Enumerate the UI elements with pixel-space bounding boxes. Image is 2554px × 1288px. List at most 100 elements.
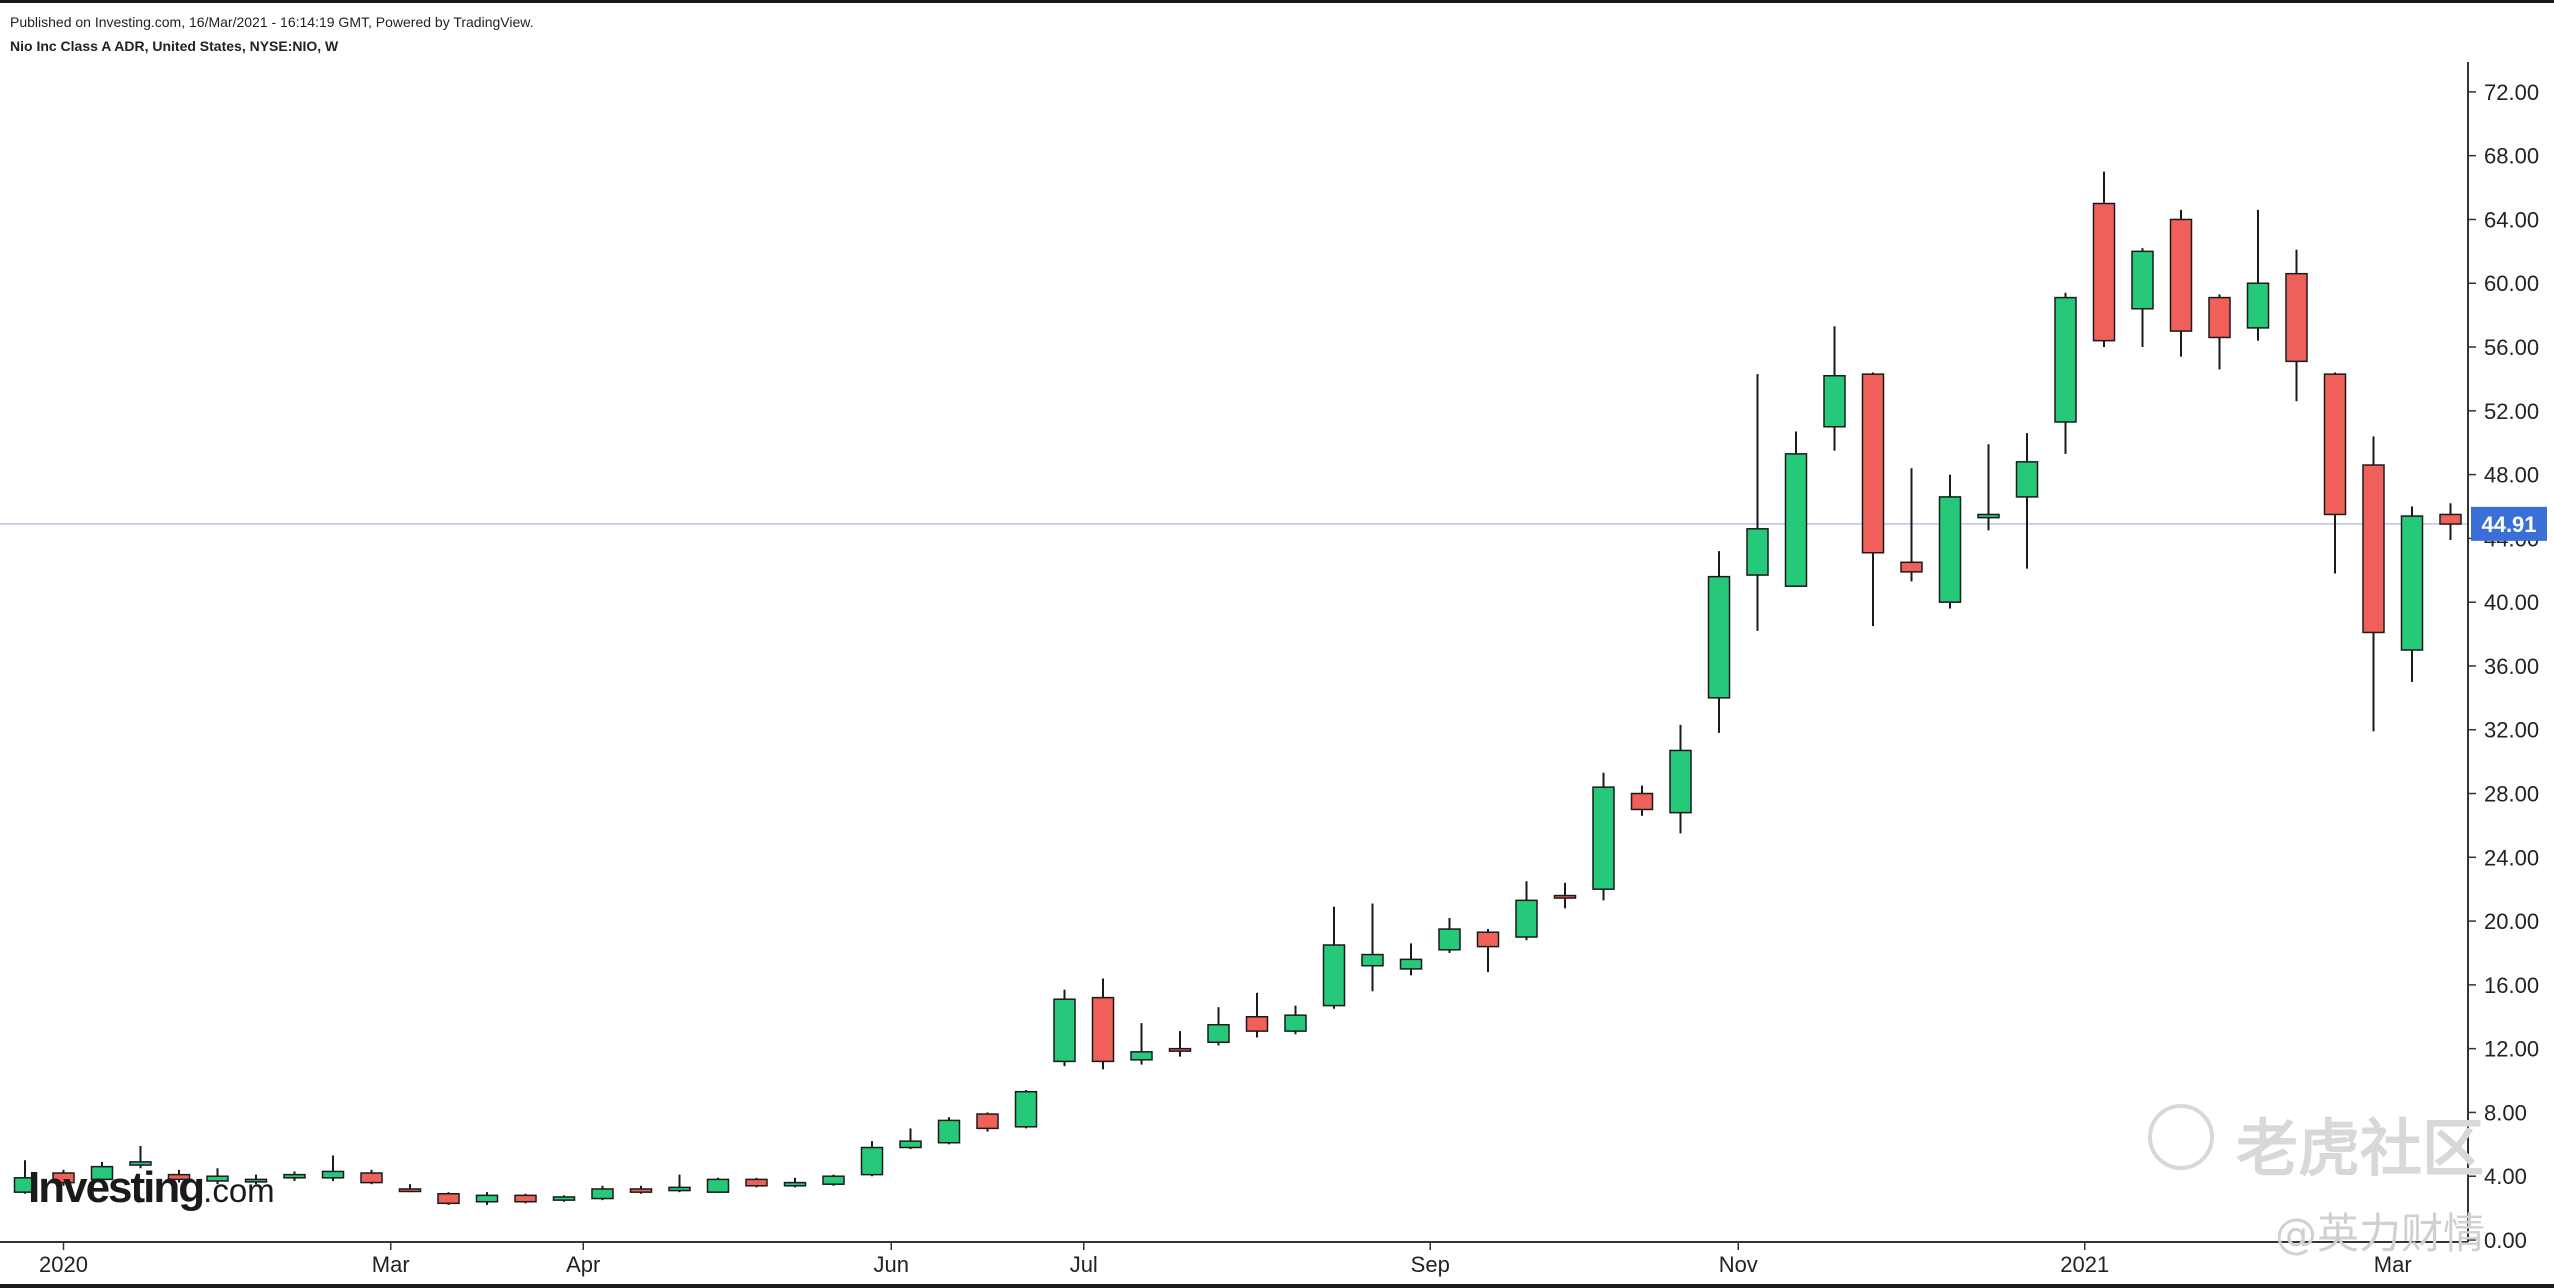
- price-tick-label: 24.00: [2484, 845, 2539, 870]
- time-tick-label: Mar: [2374, 1252, 2412, 1277]
- candle-body: [52, 1172, 75, 1184]
- candle-body: [475, 1194, 499, 1203]
- candle: [937, 1117, 961, 1145]
- candle: [2131, 248, 2154, 348]
- candle: [475, 1192, 499, 1205]
- candle-body: [629, 1188, 653, 1193]
- candle: [1784, 431, 1808, 587]
- watermark-logo: 老虎社区: [2140, 1098, 2484, 1188]
- candle-body: [514, 1194, 537, 1203]
- price-axis[interactable]: 0.00 4.00 8.00 12.00 16.00 20.00 24.00 28.00 32.…: [2467, 62, 2539, 1253]
- candle: [668, 1174, 691, 1193]
- candle-body: [167, 1173, 191, 1181]
- time-tick-label: Jul: [1070, 1252, 1098, 1277]
- candle: [283, 1171, 306, 1181]
- candle-body: [1207, 1023, 1230, 1044]
- candle-body: [1861, 373, 1885, 554]
- candle: [629, 1185, 653, 1194]
- candle-body: [2208, 296, 2231, 339]
- candle-body: [1438, 928, 1461, 951]
- candle: [591, 1185, 614, 1201]
- candle-body: [129, 1161, 152, 1166]
- price-tick-label: 60.00: [2484, 271, 2539, 296]
- candle-body: [937, 1119, 961, 1144]
- candle: [1630, 785, 1654, 816]
- candle-body: [2246, 282, 2270, 329]
- candle-body: [1784, 453, 1808, 587]
- candle-body: [1630, 792, 1654, 811]
- candle: [244, 1174, 268, 1185]
- candles-layer: [13, 171, 2462, 1205]
- candle-body: [283, 1173, 306, 1179]
- candle-body: [976, 1113, 999, 1130]
- candle-body: [90, 1165, 114, 1181]
- candle: [1014, 1090, 1038, 1129]
- price-tick-label: 64.00: [2484, 207, 2539, 232]
- candle-body: [1091, 996, 1115, 1063]
- candle-body: [1900, 561, 1923, 573]
- candle: [321, 1155, 345, 1181]
- candle-body: [591, 1188, 614, 1200]
- candle: [1553, 882, 1577, 909]
- brand-name: Investing: [28, 1163, 205, 1212]
- candle: [1861, 372, 1885, 627]
- candle-body: [1938, 496, 1962, 603]
- price-tick-label: 12.00: [2484, 1037, 2539, 1062]
- candle: [1938, 474, 1962, 609]
- price-tick-label: 56.00: [2484, 335, 2539, 360]
- candle: [1322, 906, 1346, 1009]
- price-tick-label: 68.00: [2484, 144, 2539, 169]
- price-tick-label: 48.00: [2484, 463, 2539, 488]
- candle-body: [1592, 786, 1615, 890]
- price-tick-label: 16.00: [2484, 973, 2539, 998]
- candle-body: [1823, 374, 1846, 428]
- candle-body: [437, 1193, 460, 1205]
- candle: [860, 1141, 884, 1177]
- published-note: Published on Investing.com, 16/Mar/2021 …: [10, 14, 534, 30]
- current-price-tag-bg: [2471, 506, 2547, 541]
- candle: [437, 1192, 460, 1205]
- candle-body: [1284, 1014, 1307, 1032]
- candle-body: [1053, 998, 1076, 1063]
- time-tick-label: Sep: [1411, 1252, 1450, 1277]
- time-tick-label: Nov: [1719, 1252, 1758, 1277]
- candle: [90, 1161, 114, 1181]
- candle: [1823, 326, 1846, 451]
- candle: [2285, 249, 2308, 402]
- candle-body: [2169, 218, 2193, 332]
- candle-body: [206, 1175, 229, 1182]
- candle: [2054, 292, 2077, 454]
- candle: [514, 1193, 537, 1204]
- candle-body: [1669, 749, 1692, 814]
- price-tick-label: 32.00: [2484, 718, 2539, 743]
- candle: [2208, 294, 2231, 370]
- time-tick-label: 2020: [39, 1252, 88, 1277]
- candle: [552, 1195, 576, 1202]
- time-tick-label: 2021: [2060, 1252, 2109, 1277]
- price-tick-label: 40.00: [2484, 590, 2539, 615]
- candle-body: [2092, 202, 2116, 342]
- time-axis[interactable]: 2020 Mar Apr Jun Jul Sep Nov 2021 Mar: [0, 1241, 2468, 1277]
- watermark-circle-icon: [2148, 1104, 2214, 1170]
- price-tick-label: 4.00: [2484, 1164, 2527, 1189]
- price-tick-label: 20.00: [2484, 909, 2539, 934]
- candle-body: [1553, 894, 1577, 899]
- candle: [1669, 724, 1692, 834]
- candle-body: [321, 1170, 345, 1179]
- candle: [783, 1177, 807, 1188]
- candle-body: [822, 1175, 845, 1185]
- candle: [745, 1177, 768, 1188]
- candle: [360, 1169, 383, 1185]
- candle: [706, 1177, 730, 1193]
- candle-body: [2054, 296, 2077, 423]
- candle: [1746, 374, 1769, 631]
- candle: [13, 1160, 37, 1194]
- candle: [398, 1184, 422, 1193]
- candle-body: [2015, 461, 2039, 498]
- candle: [2092, 171, 2116, 348]
- candle-body: [2362, 464, 2385, 634]
- candle: [2323, 372, 2347, 574]
- candle: [1399, 943, 1423, 976]
- candle-body: [1014, 1090, 1038, 1128]
